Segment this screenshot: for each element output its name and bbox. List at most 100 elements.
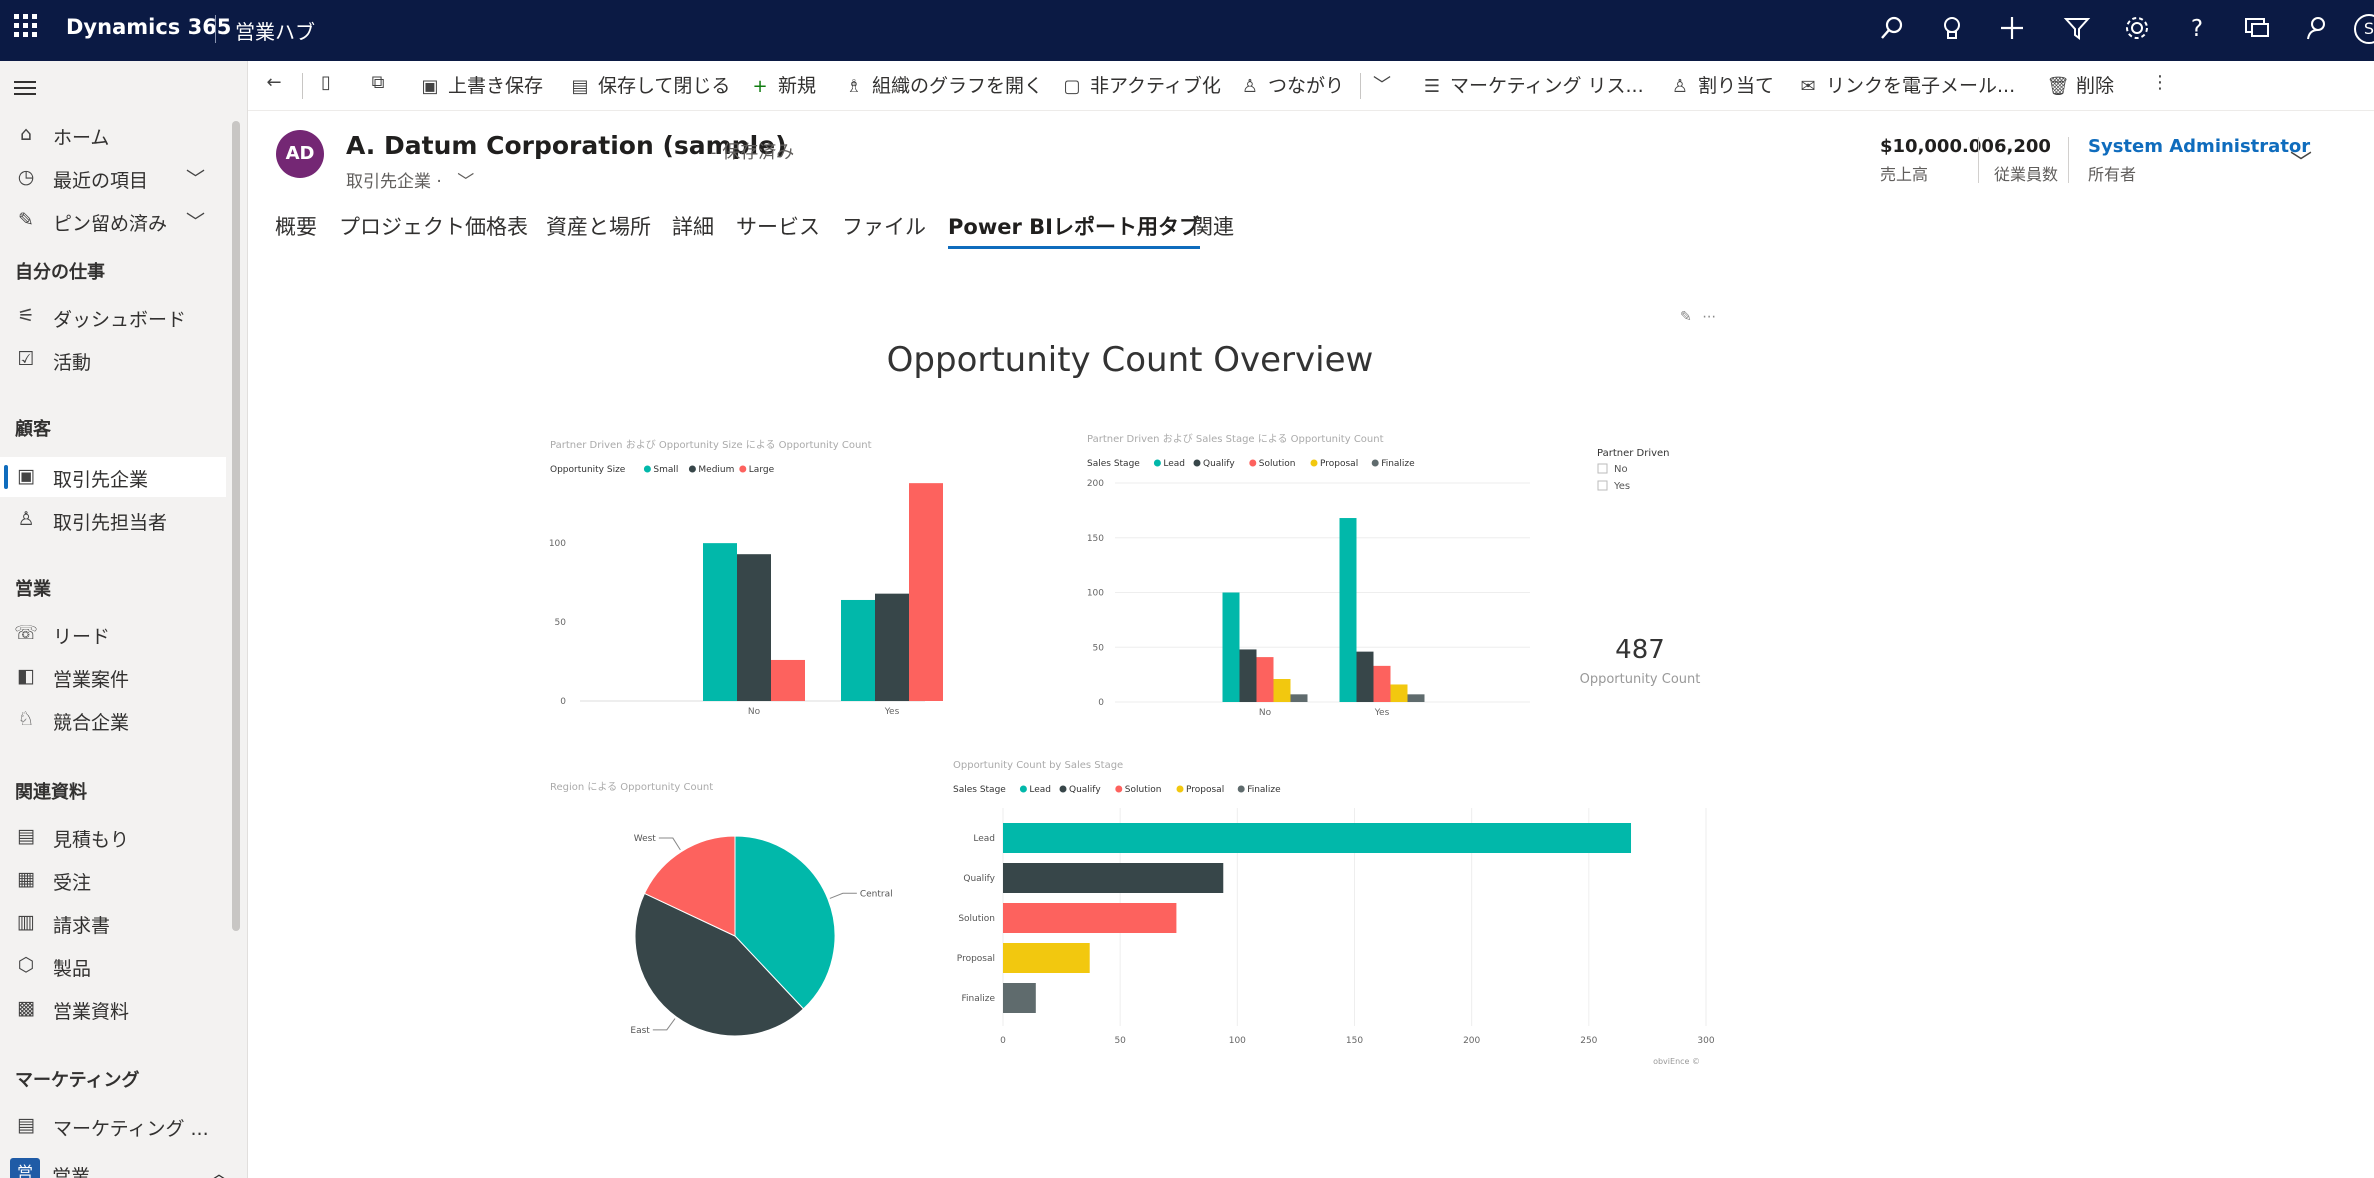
card-label: Opportunity Count bbox=[1580, 672, 1701, 687]
more-icon[interactable]: ⋯ bbox=[1702, 309, 1717, 325]
area-switcher[interactable]: 営 営業 ︿ bbox=[10, 1158, 230, 1178]
nav-item-invoices[interactable]: ▥ 請求書 bbox=[0, 903, 226, 943]
chart1-x-tick: No bbox=[748, 707, 761, 717]
nav-item-label: ダッシュボード bbox=[53, 309, 187, 331]
more-commands-button[interactable]: ⋮ bbox=[2148, 71, 2178, 101]
back-button[interactable]: ← bbox=[262, 71, 292, 101]
new-button[interactable]: + 新規 bbox=[748, 71, 816, 101]
open-new-window-button[interactable]: ⧉ bbox=[366, 71, 396, 101]
nav-item-label: 営業案件 bbox=[53, 669, 130, 691]
tab-service[interactable]: サービス bbox=[736, 215, 820, 239]
lightbulb-icon[interactable] bbox=[1937, 14, 1967, 44]
chart1-legend-marker bbox=[643, 465, 651, 473]
tab-power-bi-report[interactable]: Power BIレポート用タブ bbox=[948, 211, 1200, 249]
tab-related[interactable]: 関連 bbox=[1192, 215, 1234, 239]
chart2-bar bbox=[1273, 679, 1291, 702]
hbar-title: Opportunity Count by Sales Stage bbox=[953, 760, 1123, 771]
search-icon[interactable] bbox=[1877, 14, 1907, 44]
nav-item-marketing-lists[interactable]: ▤ マーケティング ... bbox=[0, 1106, 226, 1146]
command-bar: ← ▯ ⧉ ▣ 上書き保存 ▤ 保存して閉じる + 新規 ♗ 組織のグラフを開く ▢ 非ア… bbox=[248, 61, 2374, 111]
tab-files[interactable]: ファイル bbox=[842, 215, 926, 239]
user-avatar[interactable]: S bbox=[2354, 14, 2374, 44]
nav-item-home[interactable]: ⌂ ホーム bbox=[0, 115, 226, 155]
hbar-legend-title: Sales Stage bbox=[953, 785, 1006, 795]
connect-dropdown[interactable]: ﹀ bbox=[1370, 71, 1400, 101]
nav-item-contacts[interactable]: ♙ 取引先担当者 bbox=[0, 500, 226, 540]
deactivate-icon: ▢ bbox=[1063, 76, 1081, 97]
org-chart-button[interactable]: ♗ 組織のグラフを開く bbox=[842, 71, 1043, 101]
nav-item-competitors[interactable]: ♘ 競合企業 bbox=[0, 700, 226, 740]
product-cube-icon: ⬡ bbox=[17, 954, 35, 976]
nav-item-dashboards[interactable]: ⚟ ダッシュボード bbox=[0, 297, 226, 337]
new-label: 新規 bbox=[778, 75, 817, 97]
nav-item-opportunities[interactable]: ◧ 営業案件 bbox=[0, 657, 226, 697]
assign-button[interactable]: ♙ 割り当て bbox=[1668, 71, 1774, 101]
save-label: 上書き保存 bbox=[448, 75, 544, 97]
chart1-y-tick: 0 bbox=[560, 697, 566, 707]
form-view-button[interactable]: ▯ bbox=[314, 71, 344, 101]
command-divider bbox=[302, 73, 303, 99]
filter-icon[interactable] bbox=[2062, 14, 2092, 44]
deactivate-button[interactable]: ▢ 非アクティブ化 bbox=[1060, 71, 1220, 101]
add-to-marketing-list-button[interactable]: ☰ マーケティング リス... bbox=[1420, 71, 1644, 101]
connect-button[interactable]: ♙ つながり bbox=[1238, 71, 1344, 101]
owner-label: 所有者 bbox=[2088, 165, 2137, 184]
delete-button[interactable]: 🗑 削除 bbox=[2046, 71, 2114, 101]
nav-item-leads[interactable]: ☏ リード bbox=[0, 614, 226, 654]
assistant-icon[interactable] bbox=[2302, 14, 2332, 44]
app-hub-name[interactable]: 営業ハブ bbox=[235, 20, 315, 44]
slicer-checkbox[interactable] bbox=[1597, 463, 1608, 474]
hbar-y-tick: Qualify bbox=[963, 874, 995, 884]
app-launcher-icon[interactable] bbox=[14, 14, 40, 40]
chart2-legend-label: Proposal bbox=[1320, 459, 1358, 469]
chart2-title: Partner Driven および Sales Stage による Oppor… bbox=[1087, 433, 1384, 445]
chevron-down-icon[interactable]: ﹀ bbox=[457, 172, 475, 192]
hbar-legend-marker bbox=[1115, 785, 1123, 793]
nav-item-recent[interactable]: ◷ 最近の項目 ﹀ bbox=[0, 158, 226, 198]
record-type[interactable]: 取引先企業 · ﹀ bbox=[346, 167, 474, 192]
chevron-down-icon[interactable]: ﹀ bbox=[186, 211, 206, 233]
settings-icon[interactable] bbox=[2122, 14, 2152, 44]
tab-assets-locations[interactable]: 資産と場所 bbox=[546, 215, 651, 239]
tab-project-price-lists[interactable]: プロジェクト価格表 bbox=[339, 215, 528, 239]
save-button[interactable]: ▣ 上書き保存 bbox=[418, 71, 543, 101]
chart1-legend-label: Medium bbox=[698, 465, 734, 475]
nav-item-label: 取引先担当者 bbox=[53, 512, 168, 534]
delete-label: 削除 bbox=[2076, 75, 2115, 97]
hbar-legend-marker bbox=[1019, 785, 1027, 793]
hamburger-menu-icon[interactable] bbox=[14, 79, 38, 97]
record-title: A. Datum Corporation (sample) bbox=[346, 131, 787, 160]
nav-group-customers: 顧客 bbox=[15, 419, 51, 440]
expand-header-chevron-icon[interactable]: ﹀ bbox=[2290, 151, 2313, 176]
chart2-y-tick: 150 bbox=[1087, 534, 1104, 544]
nav-item-accounts[interactable]: ▣ 取引先企業 bbox=[0, 457, 226, 497]
chart2-legend-label: Lead bbox=[1163, 459, 1185, 469]
pin-icon[interactable]: ✎ bbox=[1680, 309, 1692, 325]
slicer-checkbox[interactable] bbox=[1597, 480, 1608, 491]
chart2-legend-label: Qualify bbox=[1203, 459, 1235, 469]
chat-icon[interactable] bbox=[2242, 14, 2272, 44]
plus-icon[interactable] bbox=[1997, 14, 2027, 44]
help-icon[interactable]: ? bbox=[2190, 16, 2204, 42]
owner-value[interactable]: System Administrator bbox=[2088, 136, 2311, 157]
nav-item-sales-literature[interactable]: ▩ 営業資料 bbox=[0, 989, 226, 1029]
nav-item-orders[interactable]: ▦ 受注 bbox=[0, 860, 226, 900]
nav-item-activities[interactable]: ☑ 活動 bbox=[0, 340, 226, 380]
header-field-owner[interactable]: System Administrator 所有者 bbox=[2088, 136, 2310, 185]
save-and-close-button[interactable]: ▤ 保存して閉じる bbox=[568, 71, 730, 101]
hbar-legend-marker bbox=[1237, 785, 1245, 793]
watermark: obviEnce © bbox=[1653, 1057, 1700, 1066]
nav-scrollbar[interactable] bbox=[232, 121, 240, 931]
slicer-option-label: No bbox=[1614, 464, 1628, 475]
chevron-down-icon[interactable]: ﹀ bbox=[186, 168, 206, 190]
nav-item-pinned[interactable]: ✎ ピン留め済み ﹀ bbox=[0, 201, 226, 241]
tab-summary[interactable]: 概要 bbox=[275, 215, 317, 239]
tab-details[interactable]: 詳細 bbox=[672, 215, 714, 239]
app-name[interactable]: Dynamics 365 bbox=[66, 15, 232, 39]
email-link-button[interactable]: ✉ リンクを電子メール... bbox=[1796, 71, 2015, 101]
hbar-bar bbox=[1003, 943, 1090, 973]
nav-item-quotes[interactable]: ▤ 見積もり bbox=[0, 817, 226, 857]
assign-person-icon: ♙ bbox=[1671, 76, 1689, 97]
nav-item-products[interactable]: ⬡ 製品 bbox=[0, 946, 226, 986]
nav-item-label: 活動 bbox=[53, 352, 92, 374]
